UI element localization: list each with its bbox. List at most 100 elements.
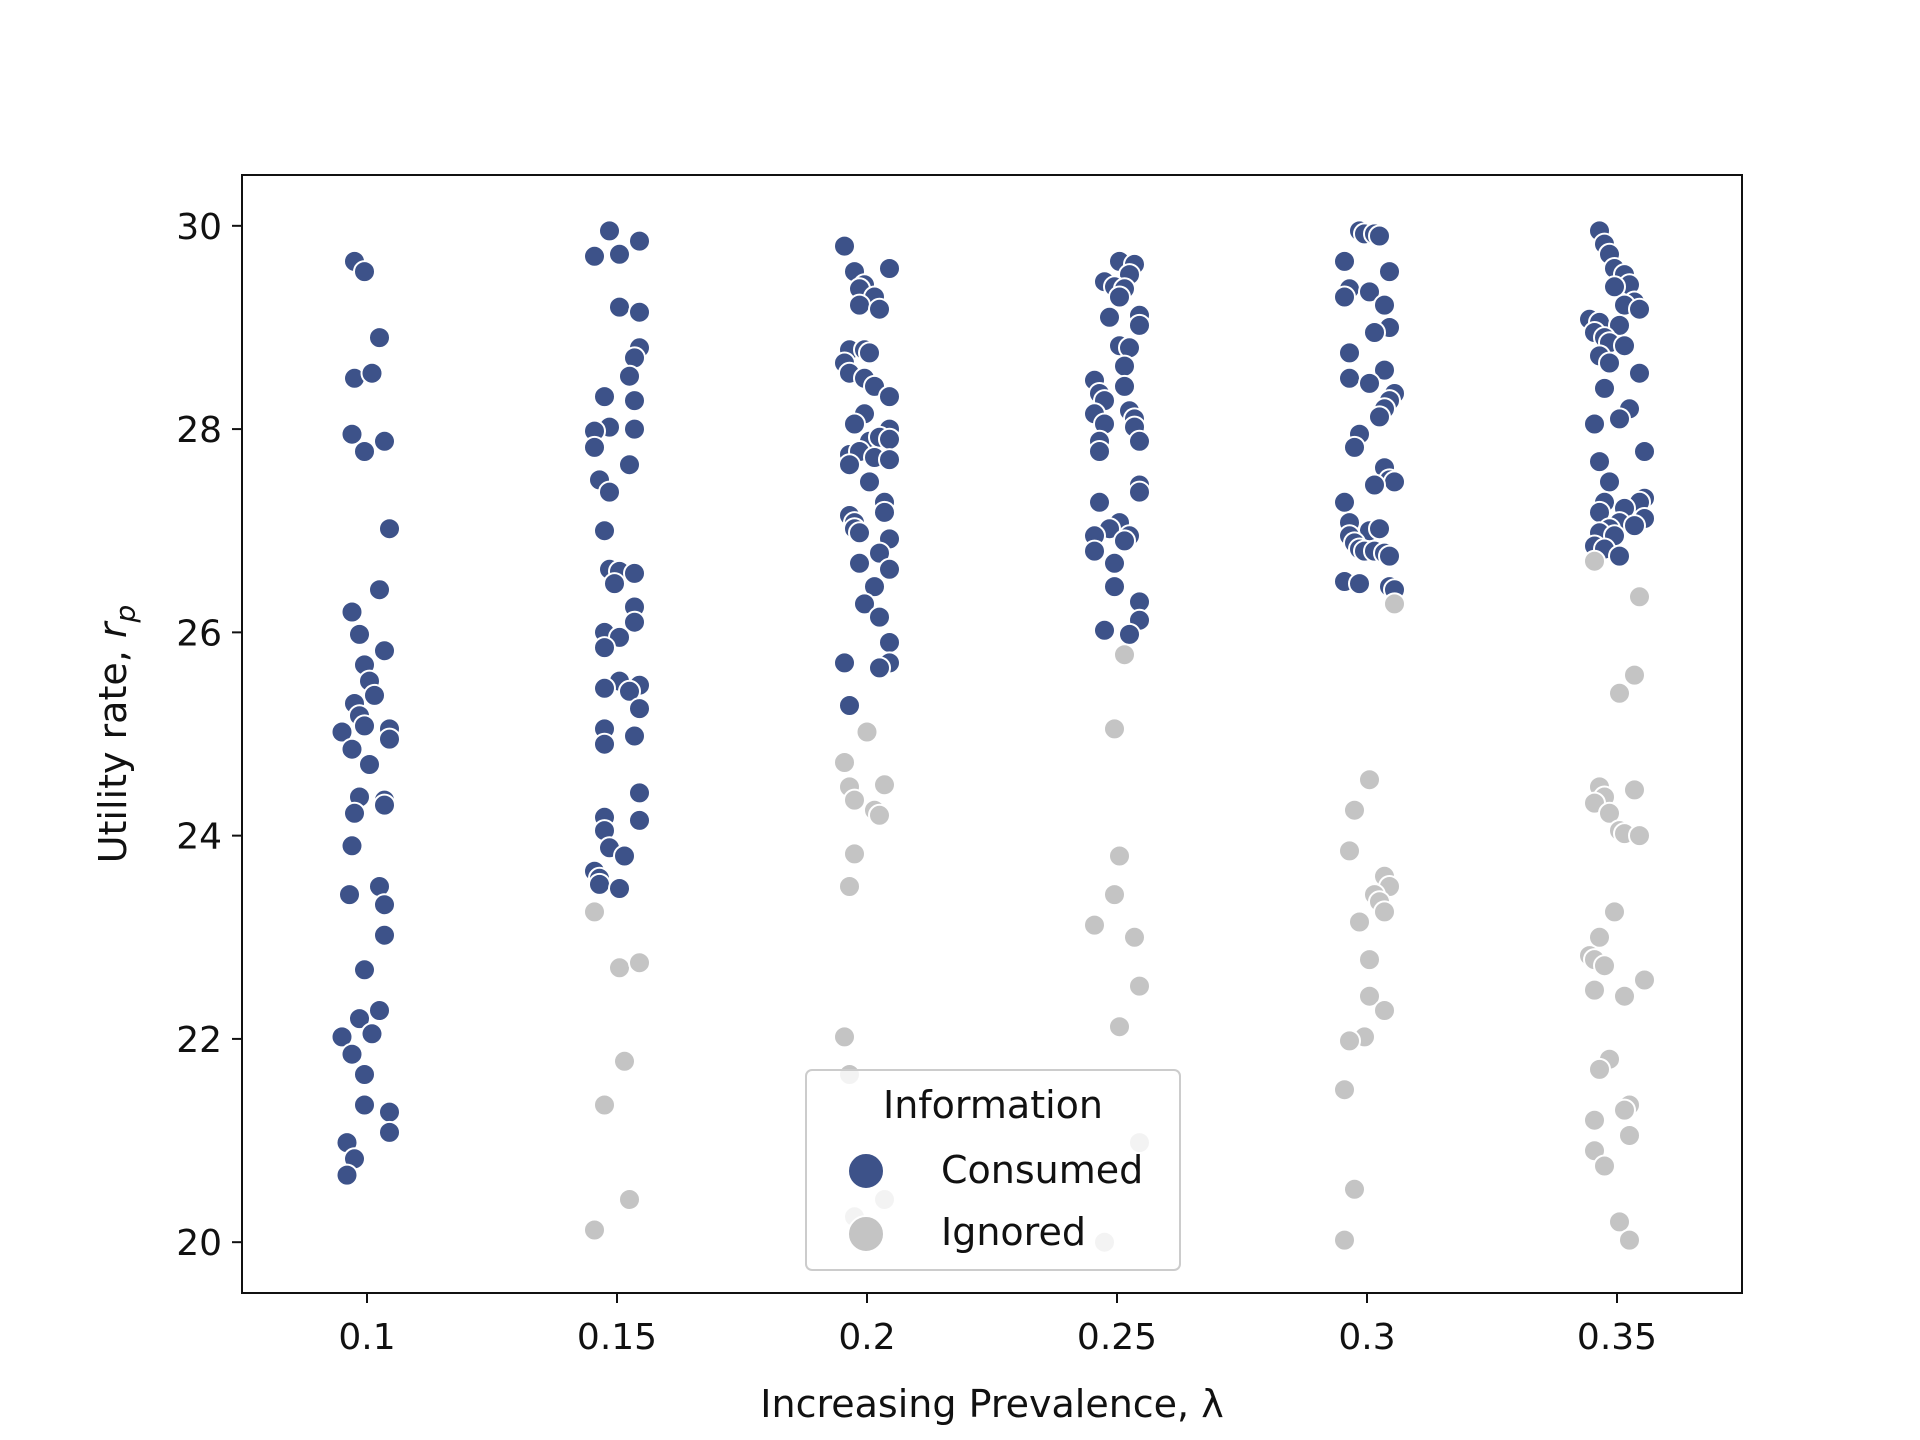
point-consumed (1348, 572, 1371, 596)
point-consumed (360, 361, 384, 385)
point-consumed (373, 793, 396, 817)
point-consumed (593, 676, 616, 700)
point-consumed (628, 808, 651, 832)
point-consumed (878, 448, 901, 472)
point-consumed (623, 724, 646, 748)
point-consumed (628, 229, 651, 253)
point-consumed (343, 801, 366, 825)
point-consumed (843, 412, 866, 436)
point-ignored (1608, 1210, 1631, 1234)
point-consumed (1598, 470, 1621, 494)
point-ignored (1103, 883, 1126, 907)
x-tick-label: 0.35 (1577, 1317, 1657, 1358)
point-consumed (1103, 575, 1126, 599)
y-tick-label: 26 (176, 613, 222, 654)
point-consumed (1333, 490, 1356, 514)
point-consumed (348, 622, 371, 646)
y-tick-label: 20 (176, 1223, 222, 1264)
point-consumed (368, 326, 391, 350)
point-consumed (340, 737, 364, 761)
point-ignored (1343, 1177, 1366, 1201)
point-ignored (1593, 1154, 1616, 1178)
point-consumed (1613, 334, 1636, 358)
point-consumed (583, 435, 606, 459)
point-ignored (1083, 913, 1106, 937)
point-consumed (1098, 305, 1121, 329)
point-consumed (593, 519, 616, 543)
point-ignored (1588, 1057, 1611, 1081)
point-consumed (348, 1007, 371, 1031)
point-ignored (1623, 778, 1646, 802)
point-consumed (1593, 376, 1616, 400)
point-consumed (1583, 412, 1606, 436)
y-tick-label: 30 (176, 207, 222, 248)
point-consumed (1088, 440, 1111, 463)
point-consumed (330, 1025, 354, 1049)
point-ignored (1348, 910, 1371, 934)
point-ignored (855, 720, 879, 744)
point-consumed (1373, 358, 1396, 382)
point-consumed (623, 389, 646, 413)
point-ignored (613, 1049, 636, 1073)
point-ignored (608, 956, 631, 980)
y-tick-label: 22 (176, 1020, 222, 1061)
point-ignored (1333, 1078, 1356, 1102)
point-consumed (628, 300, 651, 324)
point-ignored (868, 803, 891, 827)
point-consumed (878, 385, 901, 409)
point-ignored (1588, 925, 1611, 949)
point-consumed (363, 683, 386, 707)
point-ignored (1628, 585, 1651, 609)
point-ignored (1103, 717, 1126, 741)
point-consumed (1588, 450, 1611, 474)
point-consumed (1108, 285, 1131, 309)
point-consumed (1128, 313, 1151, 337)
legend-label-ignored: Ignored (941, 1210, 1086, 1254)
data-points (330, 219, 1656, 1254)
point-consumed (618, 364, 641, 388)
point-consumed (608, 295, 631, 319)
point-consumed (1383, 470, 1406, 494)
point-ignored (1583, 1108, 1606, 1132)
point-ignored (1123, 925, 1146, 949)
point-ignored (1373, 900, 1396, 924)
point-consumed (378, 727, 401, 751)
point-consumed (588, 872, 611, 896)
point-consumed (353, 440, 376, 463)
point-ignored (1618, 1124, 1641, 1147)
point-consumed (1118, 622, 1141, 646)
point-consumed (1373, 293, 1396, 317)
point-consumed (628, 781, 651, 805)
point-consumed (838, 453, 861, 477)
point-consumed (373, 429, 396, 453)
point-consumed (1113, 529, 1136, 553)
legend-box (805, 1069, 1181, 1271)
point-ignored (1603, 900, 1626, 924)
y-tick-label: 28 (176, 410, 222, 451)
point-ignored (1108, 844, 1131, 868)
point-consumed (1378, 544, 1401, 568)
point-ignored (1593, 954, 1616, 978)
point-ignored (1338, 839, 1361, 863)
point-consumed (623, 417, 646, 441)
point-consumed (330, 720, 354, 744)
point-consumed (873, 500, 896, 524)
point-consumed (858, 341, 881, 365)
point-ignored (833, 1025, 856, 1049)
point-consumed (353, 260, 376, 284)
point-consumed (608, 242, 631, 266)
point-ignored (593, 1093, 616, 1117)
point-consumed (1363, 473, 1386, 497)
point-ignored (1613, 1098, 1636, 1122)
point-consumed (868, 656, 891, 680)
point-consumed (618, 679, 641, 703)
point-consumed (623, 610, 646, 634)
point-consumed (878, 631, 901, 654)
point-ignored (1583, 549, 1606, 573)
point-consumed (1368, 405, 1391, 429)
point-consumed (848, 521, 871, 545)
point-consumed (853, 592, 876, 616)
point-consumed (360, 1022, 384, 1046)
point-ignored (583, 1218, 606, 1242)
point-consumed (1608, 407, 1631, 431)
